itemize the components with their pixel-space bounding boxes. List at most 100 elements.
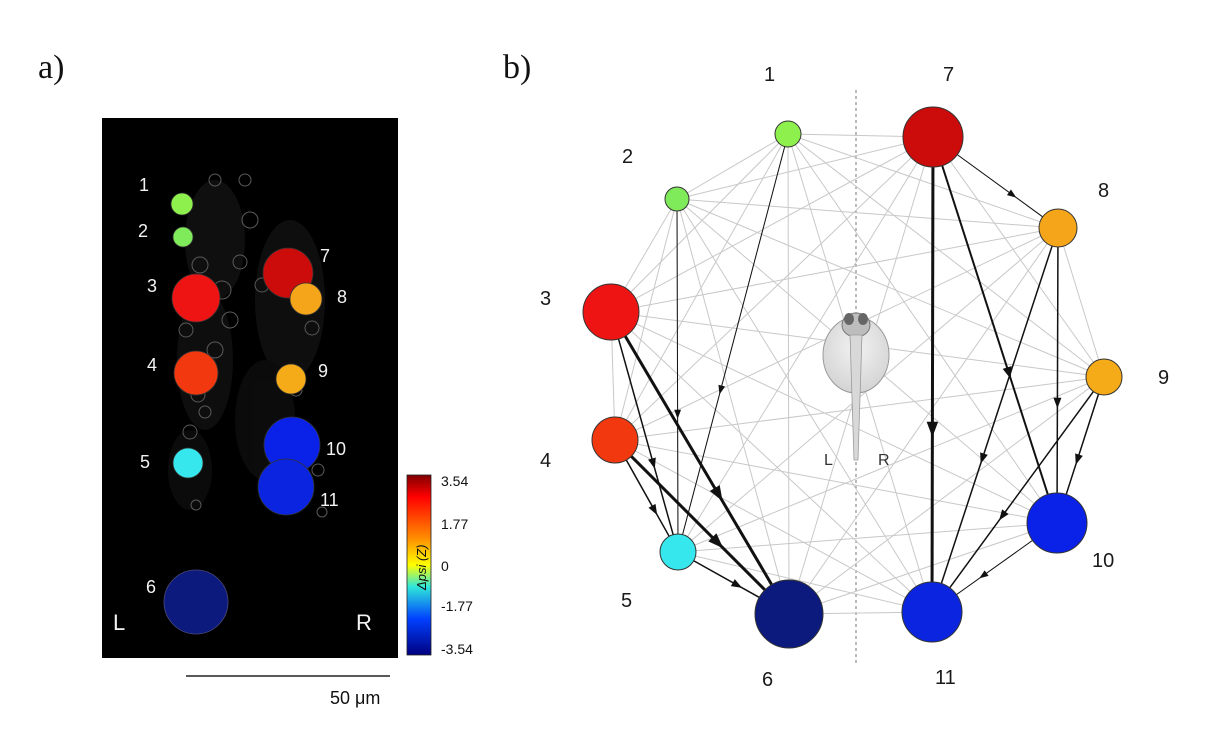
colorbar-tick: -3.54: [441, 641, 473, 657]
node-label-5: 5: [621, 590, 632, 612]
edge-4-to-5: [625, 459, 670, 537]
colorbar-tick: 3.54: [441, 473, 468, 489]
edge-7-to-11: [930, 166, 935, 583]
cell-2: [172, 226, 194, 248]
weak-edge: [787, 133, 1058, 524]
weak-edge: [787, 133, 1105, 378]
cell-label-3: 3: [147, 276, 157, 296]
weak-edge: [932, 136, 1105, 378]
edge-arrowhead: [718, 384, 726, 395]
scale-bar: 50 μm: [186, 675, 390, 708]
weak-edge: [610, 133, 789, 313]
weak-edge: [677, 522, 1058, 553]
weak-edge: [614, 136, 934, 441]
node-label-2: 2: [622, 146, 633, 168]
node-8: [1038, 208, 1078, 248]
weak-edge: [610, 311, 1058, 524]
cell-label-5: 5: [140, 452, 150, 472]
node-label-10: 10: [1092, 550, 1114, 572]
edge-9-to-11: [949, 391, 1094, 589]
weak-edge: [676, 198, 933, 613]
weak-edge: [614, 133, 789, 441]
edge-3-to-6: [623, 335, 774, 586]
weak-edge: [787, 133, 1059, 229]
cell-label-9: 9: [318, 361, 328, 381]
colorbar-tick: -1.77: [441, 598, 473, 614]
cell-5: [172, 447, 204, 479]
weak-edge: [676, 198, 1105, 378]
edge-arrowhead: [674, 409, 682, 419]
node-label-11: 11: [935, 667, 956, 689]
edge-7-to-10: [941, 165, 1049, 495]
edge-5-to-6: [693, 560, 760, 599]
cell-8: [289, 282, 323, 316]
node-4: [591, 416, 639, 464]
microscopy-image: [102, 118, 398, 658]
edge-arrowhead: [979, 570, 989, 579]
edge-9-to-10: [1065, 393, 1100, 495]
side-label-right: R: [356, 610, 372, 635]
cell-4: [173, 350, 219, 396]
node-label-6: 6: [762, 669, 773, 691]
cell-label-1: 1: [139, 175, 149, 195]
weak-edge: [677, 376, 1105, 553]
panel-b-label: b): [503, 49, 531, 86]
colorbar-tick: 1.77: [441, 516, 468, 532]
network-nodes: [582, 106, 1123, 649]
edge-arrowhead: [999, 509, 1009, 521]
edge-1-to-5: [682, 146, 786, 535]
node-label-8: 8: [1098, 180, 1109, 202]
cell-markers: [163, 192, 323, 635]
colorbar-tick: 0: [441, 558, 449, 574]
node-label-3: 3: [540, 288, 551, 310]
edge-arrowhead: [709, 485, 723, 502]
node-label-1: 1: [764, 64, 775, 86]
side-label-left: L: [113, 610, 125, 635]
node-6: [754, 579, 824, 649]
weak-edge: [787, 133, 790, 615]
zebrafish-larva-icon: L R: [822, 312, 890, 469]
strong-connections: [617, 146, 1100, 599]
fish-right-label: R: [878, 452, 890, 469]
edge-arrowhead: [980, 452, 988, 464]
cell-labels: 1 2 3 4 5 6 7 8 9 10 11: [138, 175, 347, 597]
edge-arrowhead: [1006, 189, 1017, 198]
panel-a-label: a): [38, 49, 64, 86]
cell-3: [171, 273, 221, 323]
edge-arrowhead: [1075, 453, 1083, 465]
scale-bar-label: 50 μm: [330, 688, 380, 708]
cell-label-2: 2: [138, 221, 148, 241]
cell-9: [275, 363, 307, 395]
cell-11: [257, 458, 315, 516]
weak-edge: [676, 133, 789, 200]
cell-label-8: 8: [337, 287, 347, 307]
weak-edge: [788, 376, 1105, 615]
weak-edge: [1057, 227, 1105, 378]
node-9: [1085, 358, 1123, 396]
cell-label-10: 10: [326, 439, 346, 459]
cell-label-6: 6: [146, 577, 156, 597]
node-5: [659, 533, 697, 571]
node-7: [902, 106, 964, 168]
weak-edge: [677, 551, 933, 613]
cell-label-4: 4: [147, 355, 157, 375]
node-labels: 1 2 3 4 5 6 7 8 9 10 11: [540, 64, 1169, 691]
colorbar: Δpsi (Z) 3.54 1.77 0 -1.77 -3.54: [406, 473, 473, 657]
edge-arrowhead: [730, 579, 743, 588]
edge-7-to-8: [956, 154, 1043, 218]
edge-3-to-5: [617, 338, 674, 535]
edge-arrowhead: [648, 503, 658, 516]
edge-arrowhead: [648, 457, 656, 469]
edge-8-to-10: [1056, 246, 1059, 494]
weak-edge: [676, 198, 1059, 229]
weak-edge: [610, 136, 934, 313]
edge-2-to-5: [676, 210, 679, 535]
cell-label-11: 11: [320, 490, 339, 510]
node-11: [901, 581, 963, 643]
weak-edge: [788, 522, 1058, 615]
weak-edge: [677, 136, 934, 553]
edge-10-to-11: [956, 539, 1033, 596]
node-label-9: 9: [1158, 367, 1169, 389]
weak-edge: [614, 198, 678, 441]
